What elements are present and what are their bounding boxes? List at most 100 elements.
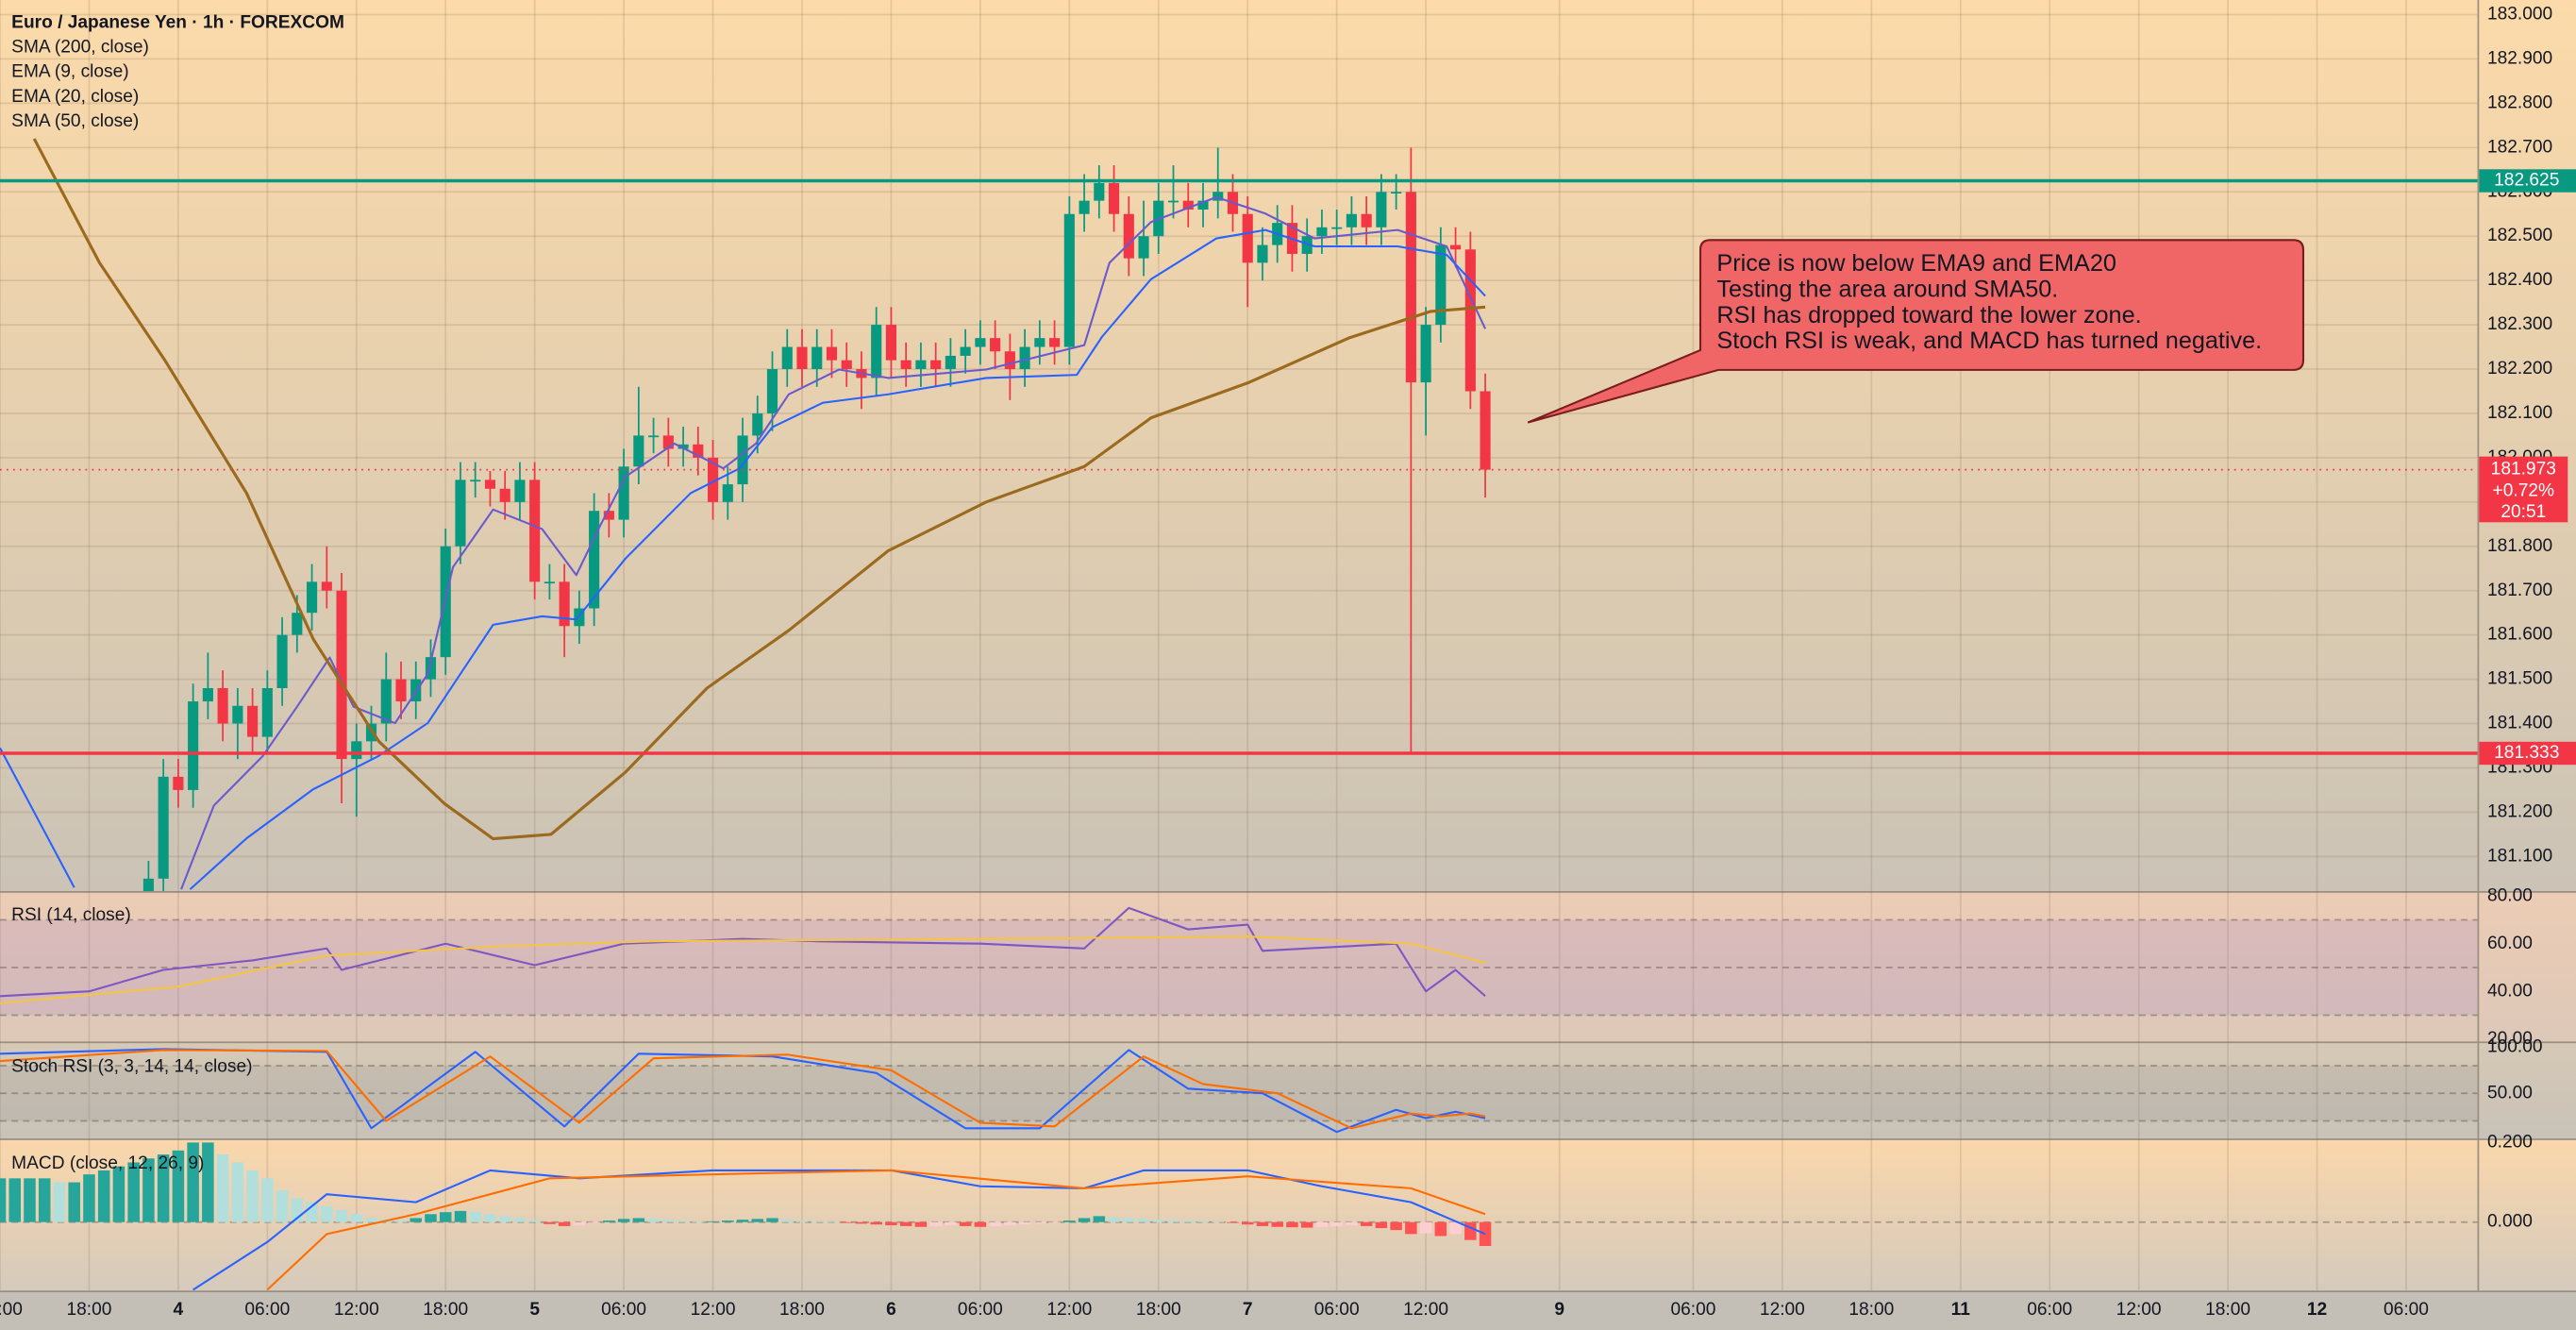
histogram-bar (528, 1220, 541, 1222)
candle-body (1004, 351, 1015, 370)
candle-body (930, 360, 942, 370)
y-tick-label: 80.00 (2487, 885, 2533, 905)
histogram-bar (246, 1170, 259, 1222)
y-tick-label: 182.900 (2487, 48, 2552, 68)
x-tick-label: 00:00 (0, 1300, 23, 1320)
candle-body (975, 338, 986, 347)
candle-body (945, 355, 956, 370)
histogram-bar (1346, 1221, 1358, 1226)
histogram-bar (1227, 1221, 1239, 1223)
annotation-text: RSI has dropped toward the lower zone. (1716, 302, 2141, 328)
candle-body (707, 457, 719, 502)
y-tick-label: 181.200 (2487, 801, 2552, 821)
candle-body (247, 705, 259, 737)
histogram-bar (38, 1178, 51, 1222)
histogram-bar (989, 1221, 1001, 1226)
histogram-bar (68, 1182, 80, 1222)
histogram-bar (1375, 1221, 1388, 1229)
histogram-bar (1048, 1221, 1061, 1223)
histogram-bar (899, 1221, 912, 1226)
histogram-bar (855, 1221, 868, 1224)
candle-body (1242, 213, 1253, 263)
series-line (0, 1048, 1486, 1134)
time-axis-background (0, 1291, 2576, 1330)
histogram-bar (1033, 1221, 1046, 1224)
x-tick-label: 06:00 (1670, 1300, 1715, 1320)
x-tick-label: 18:00 (1136, 1300, 1181, 1320)
y-tick-label: 182.800 (2487, 93, 2552, 112)
candle-body (1420, 325, 1431, 383)
stoch-pane-background (0, 1042, 2576, 1139)
candle-body (188, 701, 199, 790)
histogram-bar (929, 1221, 942, 1226)
candle-body (618, 466, 629, 520)
series-line (266, 1169, 1486, 1291)
x-tick-label: 12:00 (2116, 1300, 2162, 1320)
candle-body (1391, 192, 1402, 194)
histogram-bar (1360, 1221, 1373, 1226)
legend-entry: SMA (200, close) (11, 38, 149, 58)
histogram-bar (573, 1221, 586, 1226)
histogram-bar (1212, 1221, 1224, 1222)
histogram-bar (945, 1221, 957, 1226)
candle-body (603, 511, 614, 520)
y-tick-label: 182.700 (2487, 137, 2552, 157)
histogram-bar (722, 1221, 734, 1222)
y-tick-label: 0.200 (2487, 1132, 2533, 1152)
x-tick-label: 18:00 (779, 1300, 825, 1320)
histogram-bar (1271, 1221, 1283, 1227)
candle-body (811, 346, 823, 370)
candle-body (142, 878, 154, 891)
histogram-bar (959, 1221, 972, 1226)
candle-body (336, 590, 347, 760)
histogram-bar (1449, 1221, 1462, 1235)
candle-body (321, 581, 332, 591)
candle-body (261, 687, 273, 737)
histogram-bar (914, 1221, 928, 1227)
y-tick-label: 182.200 (2487, 359, 2552, 379)
annotation-callout (1527, 239, 2305, 424)
candle-body (1376, 192, 1387, 227)
candle-body (1346, 213, 1357, 227)
x-tick-label: 6 (886, 1300, 896, 1320)
candle-body (915, 360, 927, 370)
level-label: 182.625 (2494, 171, 2559, 191)
candle-body (1405, 192, 1416, 383)
y-tick-label: 181.100 (2487, 846, 2552, 866)
candle-body (1019, 346, 1030, 370)
histogram-bar (826, 1221, 838, 1223)
histogram-bar (1390, 1221, 1402, 1231)
y-tick-label: 182.400 (2487, 270, 2552, 290)
histogram-bar (425, 1214, 437, 1222)
x-tick-label: 12:00 (334, 1300, 379, 1320)
x-tick-label: 06:00 (1314, 1300, 1360, 1320)
pane (0, 906, 2478, 1017)
pane (0, 1142, 2478, 1291)
candle-body (514, 480, 526, 502)
candle-body (306, 581, 318, 614)
candle-body (1079, 200, 1090, 214)
histogram-bar (83, 1174, 95, 1222)
histogram-bar (1256, 1221, 1269, 1226)
x-tick-label: 18:00 (66, 1300, 111, 1320)
histogram-bar (1018, 1221, 1031, 1225)
candle-body (589, 511, 600, 609)
x-tick-label: 06:00 (958, 1300, 1003, 1320)
y-tick-label: 183.000 (2487, 5, 2552, 25)
histogram-bar (335, 1210, 348, 1222)
rsi-pane-background (0, 892, 2576, 1043)
level-label-box (2479, 741, 2576, 766)
histogram-bar (8, 1178, 22, 1222)
x-tick-label: 06:00 (244, 1300, 290, 1320)
pane-title: Stoch RSI (3, 3, 14, 14, close) (11, 1056, 252, 1076)
candle-body (871, 325, 882, 379)
candle-body (1049, 338, 1061, 347)
candle-body (796, 346, 808, 370)
series-line (0, 906, 1486, 998)
candle-body (1361, 213, 1372, 227)
histogram-bar (780, 1220, 794, 1222)
histogram-bar (498, 1216, 511, 1222)
histogram-bar (1123, 1218, 1135, 1222)
